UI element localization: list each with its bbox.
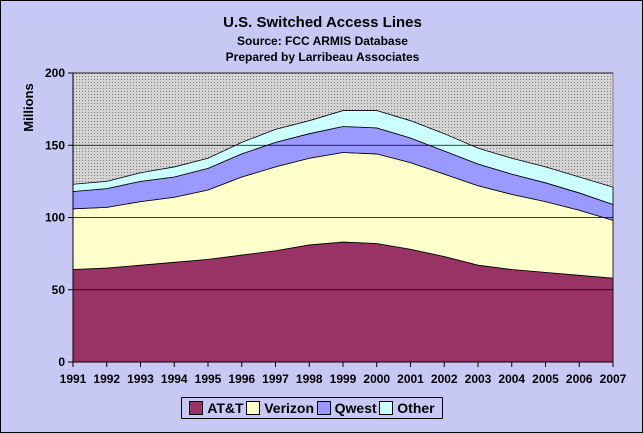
legend-label-verizon: Verizon — [264, 400, 315, 416]
legend-swatch-att — [189, 401, 204, 415]
legend-label-other: Other — [397, 400, 435, 416]
x-tick-label: 1991 — [60, 372, 87, 386]
x-tick-label: 1997 — [262, 372, 289, 386]
legend-swatch-qwest — [316, 401, 331, 415]
x-tick-label: 2005 — [532, 372, 559, 386]
legend-swatch-other — [379, 401, 394, 415]
legend-item-verizon: Verizon — [246, 400, 314, 416]
y-axis-label: Millions — [21, 83, 36, 131]
chart-legend: AT&T Verizon Qwest Other — [181, 397, 443, 419]
y-tick-label: 50 — [52, 283, 66, 297]
x-tick-label: 1992 — [93, 372, 120, 386]
legend-item-qwest: Qwest — [316, 400, 377, 416]
x-tick-label: 2000 — [363, 372, 390, 386]
y-tick-label: 0 — [58, 355, 65, 369]
x-tick-label: 2001 — [397, 372, 424, 386]
legend-item-other: Other — [379, 400, 435, 416]
x-tick-label: 1995 — [195, 372, 222, 386]
x-tick-label: 1994 — [161, 372, 188, 386]
chart-subtitle-source: Source: FCC ARMIS Database — [237, 34, 408, 48]
x-tick-label: 1999 — [330, 372, 357, 386]
x-tick-label: 1998 — [296, 372, 323, 386]
legend-label-qwest: Qwest — [334, 400, 377, 416]
x-tick-label: 1996 — [228, 372, 255, 386]
x-tick-label: 2004 — [498, 372, 525, 386]
y-tick-label: 100 — [45, 211, 65, 225]
x-tick-label: 1993 — [127, 372, 154, 386]
y-tick-label: 150 — [45, 138, 65, 152]
x-tick-label: 2006 — [566, 372, 593, 386]
chart-title: U.S. Switched Access Lines — [223, 14, 422, 31]
legend-swatch-verizon — [246, 401, 261, 415]
legend-item-att: AT&T — [189, 400, 244, 416]
chart-subtitle-prepared: Prepared by Larribeau Associates — [225, 50, 420, 64]
area-series-other — [72, 110, 614, 206]
x-tick-label: 2003 — [465, 372, 492, 386]
x-tick-label: 2002 — [431, 372, 458, 386]
legend-label-att: AT&T — [207, 400, 244, 416]
x-tick-label: 2007 — [600, 372, 627, 386]
y-tick-label: 200 — [45, 66, 65, 80]
